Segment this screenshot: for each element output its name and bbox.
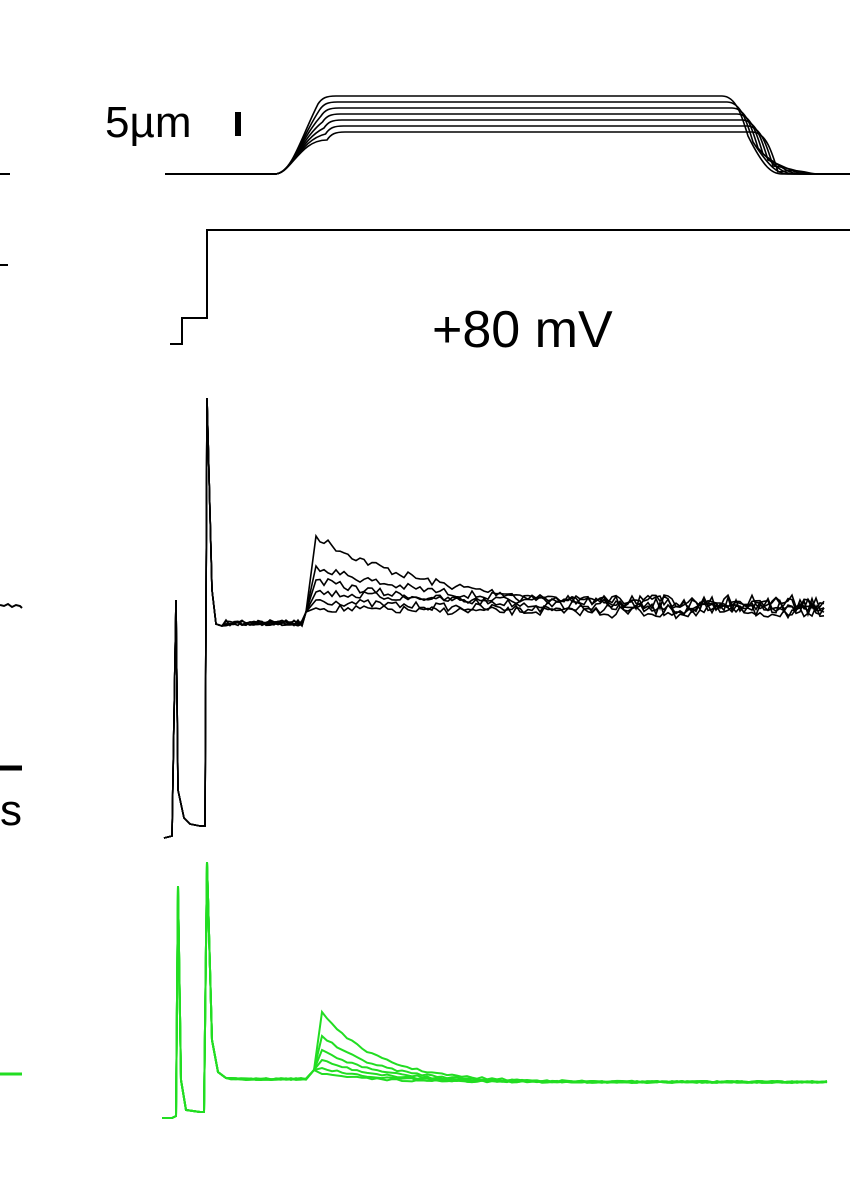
displacement-scale-label: 5µm bbox=[105, 98, 192, 147]
current-sweep-trace bbox=[163, 397, 825, 839]
current-sweep-trace bbox=[163, 397, 825, 839]
current-sweep-trace bbox=[163, 397, 825, 839]
left-current-trace-end bbox=[0, 602, 23, 609]
displacement-step-trace bbox=[165, 131, 850, 175]
displacement-step-trace bbox=[165, 119, 850, 175]
displacement-stimulus-traces bbox=[165, 95, 850, 175]
cropped-left-panel bbox=[0, 173, 23, 1076]
current-traces bbox=[163, 397, 825, 839]
current-sweep-trace bbox=[163, 397, 825, 839]
current-sweep-trace bbox=[163, 397, 825, 839]
displacement-step-trace bbox=[165, 125, 850, 175]
time-scale-label: s bbox=[0, 786, 22, 835]
fluorescence-sweep-trace bbox=[162, 861, 828, 1119]
fluorescence-traces bbox=[162, 861, 828, 1119]
displacement-step-trace bbox=[165, 101, 850, 175]
voltage-step-label: +80 mV bbox=[432, 301, 613, 359]
current-sweep-trace bbox=[163, 397, 825, 839]
voltage-step-trace bbox=[170, 229, 850, 345]
